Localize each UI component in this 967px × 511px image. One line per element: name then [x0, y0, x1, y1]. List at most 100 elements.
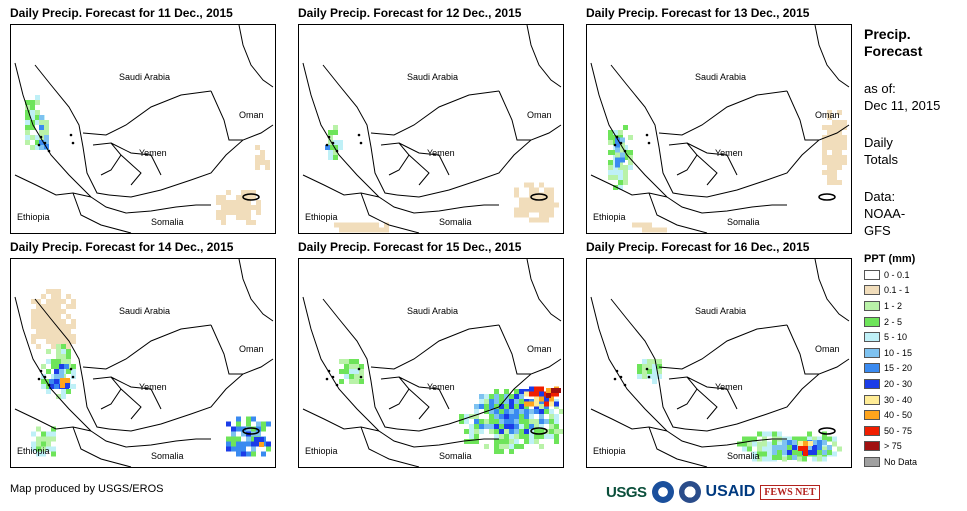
- rain-cell-trace: [662, 227, 667, 233]
- rain-cell-light: [509, 394, 514, 399]
- rain-cell-trace: [354, 227, 359, 233]
- rain-cell-light: [489, 394, 494, 399]
- rain-cell-light: [767, 431, 772, 437]
- rain-cell-light: [338, 140, 343, 145]
- rain-cell-trace: [539, 202, 544, 208]
- legend-label: 0 - 0.1: [884, 269, 910, 280]
- rain-cell-trace: [822, 125, 827, 130]
- rain-cell-light: [554, 419, 559, 424]
- rain-cell-heavy: [236, 426, 241, 432]
- rain-cell-heavy: [494, 404, 499, 409]
- rain-cell-light: [41, 379, 46, 384]
- rain-cell-trace: [827, 175, 832, 180]
- rain-cell-light: [549, 409, 554, 414]
- rain-cell-heavy: [241, 451, 246, 457]
- rain-cell-moderate: [620, 142, 625, 148]
- fews-net-logo: FEWS NET: [760, 484, 820, 500]
- rain-cell-light: [792, 436, 797, 442]
- oman-coast: [526, 259, 562, 322]
- rain-cell-trace: [36, 309, 41, 314]
- rain-cell-moderate: [325, 145, 330, 150]
- rain-cell-trace: [539, 182, 544, 188]
- rain-cell-light: [642, 364, 647, 369]
- rain-cell-moderate: [39, 140, 44, 145]
- rain-cell-trace: [837, 130, 842, 135]
- rain-cell-trace: [837, 125, 842, 130]
- red-sea-island: [43, 375, 47, 379]
- rain-cell-trace: [236, 195, 241, 200]
- place-label-oman: Oman: [815, 110, 840, 120]
- rain-cell-heavy: [59, 369, 64, 374]
- rain-cell-trace: [41, 324, 46, 329]
- rainfall-cells: [325, 125, 559, 233]
- rain-cell-light: [623, 165, 628, 170]
- rain-cell-heavy: [494, 414, 499, 419]
- rain-cell-trace: [529, 187, 534, 193]
- yemen-governorates: [668, 376, 738, 420]
- rain-cell-light: [66, 389, 71, 394]
- rain-cell-light: [608, 130, 613, 135]
- rain-cell-trace: [56, 334, 61, 339]
- rain-cell-heavy: [489, 419, 494, 424]
- ethiopia-somalia-border: [648, 192, 708, 233]
- rain-cell-trace: [642, 222, 647, 228]
- rain-cell-light: [46, 431, 51, 437]
- rain-cell-light: [61, 394, 66, 399]
- rain-cell-trace: [216, 210, 221, 215]
- rain-cell-heavy: [504, 404, 509, 409]
- rain-cell-trace: [647, 222, 652, 228]
- rain-cell-light: [752, 441, 757, 447]
- rain-cell-heavy: [251, 446, 256, 452]
- africa-red-sea-coast: [590, 62, 668, 198]
- rain-cell-light: [474, 434, 479, 439]
- rainfall-cells: [339, 359, 563, 454]
- rain-cell-trace: [519, 207, 524, 213]
- rain-cell-heavy: [792, 445, 797, 450]
- rain-cell-heavy: [509, 424, 514, 429]
- rain-cell-light: [647, 364, 652, 369]
- rain-cell-heavy: [489, 399, 494, 404]
- rain-cell-trace: [241, 200, 246, 205]
- rain-cell-light: [56, 359, 61, 364]
- ethiopia-border: [14, 174, 92, 198]
- rain-cell-heavy: [812, 450, 817, 455]
- rain-cell-trace: [231, 200, 236, 205]
- rain-cell-trace: [842, 160, 847, 165]
- legend-swatch: [864, 285, 880, 296]
- rain-cell-heavy: [519, 404, 524, 409]
- red-sea-island: [357, 133, 361, 137]
- rain-cell-trace: [41, 304, 46, 309]
- rain-cell-heavy: [489, 404, 494, 409]
- rain-cell-light: [539, 444, 544, 449]
- rain-cell-light: [544, 434, 549, 439]
- ethiopia-somalia-border: [72, 426, 132, 467]
- rain-cell-intense: [534, 396, 539, 402]
- socotra-island: [818, 427, 836, 435]
- legend-label: No Data: [884, 456, 918, 467]
- rain-cell-light: [46, 349, 51, 354]
- somalia-north-coast: [90, 430, 211, 448]
- yemen-governorates: [380, 376, 450, 420]
- panel-title: Daily Precip. Forecast for 15 Dec., 2015: [298, 240, 522, 254]
- rain-cell-light: [747, 441, 752, 447]
- rain-cell-light: [509, 444, 514, 449]
- rain-cell-light: [339, 379, 344, 384]
- rain-cell-light: [782, 456, 787, 462]
- rain-cell-trace: [66, 294, 71, 299]
- rain-cell-heavy: [782, 445, 787, 450]
- rain-cell-light: [61, 389, 66, 394]
- rain-cell-trace: [842, 140, 847, 145]
- rain-cell-heavy: [251, 451, 256, 457]
- arabia-south-coast: [108, 124, 274, 198]
- rain-cell-light: [359, 369, 364, 374]
- rain-cell-light: [618, 180, 623, 185]
- rain-cell-trace: [822, 160, 827, 165]
- place-label-somalia: Somalia: [439, 451, 472, 461]
- place-label-yemen: Yemen: [139, 148, 167, 158]
- arabia-west-coast: [322, 64, 398, 196]
- rain-cell-trace: [56, 314, 61, 319]
- red-sea-island: [647, 375, 651, 379]
- rain-cell-light: [623, 145, 628, 150]
- rain-cell-heavy: [44, 144, 49, 149]
- legend-item: 20 - 30: [864, 376, 917, 392]
